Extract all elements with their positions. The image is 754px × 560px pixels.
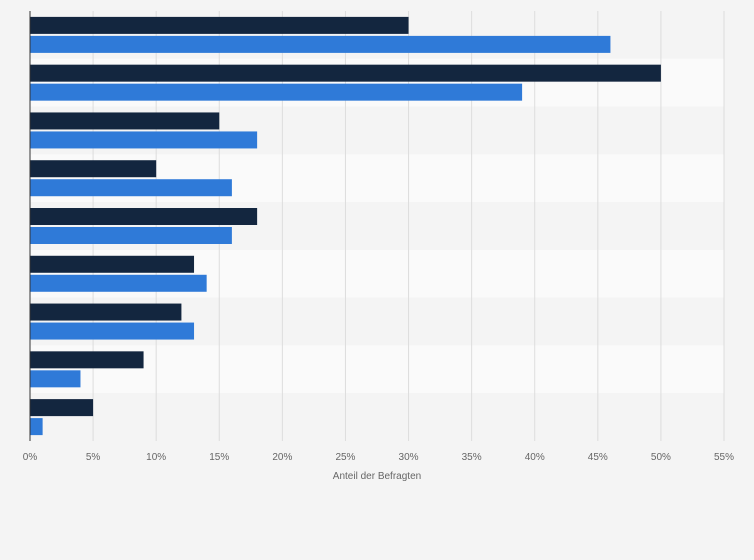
bars <box>30 16 661 436</box>
bar-series-2 <box>30 274 207 292</box>
x-tick-label: 15% <box>209 452 229 463</box>
grid-lines <box>92 11 725 441</box>
bar-series-2 <box>30 179 232 197</box>
x-tick-label: 20% <box>272 452 292 463</box>
bar-series-1 <box>30 399 94 417</box>
x-tick-label: 5% <box>86 452 101 463</box>
x-tick-label: 25% <box>335 452 355 463</box>
x-tick-labels: 0% 5% 10% 15% 20% 25% 30% 35% 40% 45% 50% 55% <box>23 452 734 463</box>
x-axis-title: Anteil der Befragten <box>333 471 421 482</box>
bar-series-1 <box>30 112 220 130</box>
row-band <box>30 393 724 441</box>
bar-series-1 <box>30 255 195 273</box>
bar-series-2 <box>30 418 43 436</box>
x-tick-label: 35% <box>462 452 482 463</box>
x-tick-label: 10% <box>146 452 166 463</box>
row-band <box>30 345 724 394</box>
bar-series-2 <box>30 370 81 388</box>
bar-series-2 <box>30 131 258 149</box>
bar-series-1 <box>30 16 409 34</box>
bar-series-2 <box>30 35 611 53</box>
x-tick-label: 40% <box>525 452 545 463</box>
x-tick-label: 0% <box>23 452 38 463</box>
bar-series-2 <box>30 322 195 340</box>
x-tick-label: 50% <box>651 452 671 463</box>
bar-series-1 <box>30 64 661 82</box>
bar-series-2 <box>30 83 523 101</box>
x-tick-label: 55% <box>714 452 734 463</box>
x-tick-label: 45% <box>588 452 608 463</box>
bar-series-1 <box>30 351 144 369</box>
bar-series-1 <box>30 208 258 225</box>
bar-series-1 <box>30 303 182 321</box>
bar-series-1 <box>30 160 157 178</box>
bar-series-2 <box>30 227 232 244</box>
x-tick-label: 30% <box>399 452 419 463</box>
